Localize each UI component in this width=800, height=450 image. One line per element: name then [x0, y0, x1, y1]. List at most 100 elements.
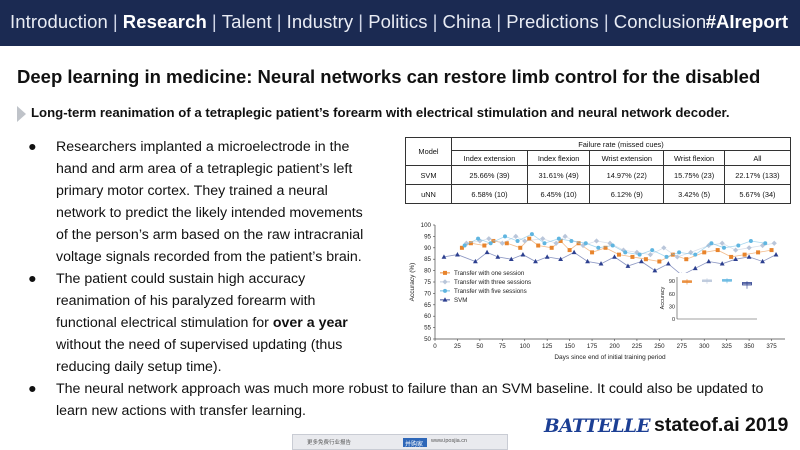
data-point-series-3 — [733, 256, 739, 261]
data-point-series-1 — [522, 238, 528, 244]
data-point-series-3 — [533, 258, 538, 264]
data-point-series-1 — [647, 252, 653, 258]
nav-separator: | — [276, 11, 282, 32]
footer-banner-url[interactable]: www.iposjia.cn — [431, 438, 468, 444]
nav-item-predictions[interactable]: Predictions — [506, 11, 599, 32]
legend-label: Transfer with one session — [454, 270, 525, 277]
data-point-series-0 — [657, 259, 662, 264]
nav-separator: | — [496, 11, 502, 32]
x-tick-label: 50 — [476, 343, 483, 350]
data-point-series-2 — [515, 238, 520, 243]
data-point-series-0 — [590, 250, 595, 255]
data-point-series-0 — [468, 241, 473, 246]
bullet-dot-icon: ● — [28, 271, 37, 287]
legend-marker — [443, 288, 447, 293]
y-tick-label: 50 — [424, 336, 431, 343]
data-point-series-1 — [540, 236, 546, 242]
data-point-series-3 — [495, 254, 501, 259]
table-cell: 6.58% (10) — [451, 184, 528, 204]
data-point-series-3 — [652, 268, 658, 273]
data-point-series-2 — [503, 234, 507, 239]
bullet-dot-icon: ● — [28, 381, 37, 397]
slide-subtitle: Long-term reanimation of a tetraplegic p… — [31, 105, 730, 120]
footer-banner-text: 更多免费行业报告 — [307, 440, 352, 446]
x-tick-label: 150 — [564, 343, 575, 350]
top-navigation: Introduction | Research | Talent | Industry | Po… — [0, 0, 800, 46]
data-point-series-3 — [760, 258, 765, 264]
x-tick-label: 300 — [699, 343, 710, 350]
data-point-series-3 — [544, 254, 550, 259]
table-column-header: All — [723, 150, 792, 166]
data-point-series-1 — [477, 238, 483, 244]
y-tick-label: 60 — [424, 313, 431, 320]
data-point-series-0 — [504, 241, 509, 246]
data-point-series-0 — [684, 257, 689, 262]
data-point-series-2 — [721, 245, 726, 250]
data-point-series-2 — [462, 243, 467, 248]
nav-item-introduction[interactable]: Introduction — [10, 11, 108, 32]
data-point-series-3 — [571, 249, 577, 255]
table-cell: 15.75% (23) — [663, 165, 725, 185]
nav-separator: | — [112, 11, 118, 32]
data-point-series-3 — [719, 261, 725, 266]
y-tick-label: 75 — [424, 279, 431, 286]
section-nav: Introduction | Research | Talent | Industry | Po… — [10, 11, 706, 33]
data-point-series-2 — [736, 243, 741, 248]
legend-label: Transfer with three sessions — [454, 279, 531, 286]
slide-title: Deep learning in medicine: Neural networ… — [17, 66, 761, 87]
table-cell: 22.17% (133) — [723, 165, 792, 185]
series-line-0 — [461, 238, 772, 262]
nav-item-china[interactable]: China — [442, 11, 492, 32]
data-point-series-0 — [459, 245, 464, 250]
bullet-text-part: The patient could sustain high accuracy … — [56, 271, 316, 331]
table-row: uNN 6.58% (10) 6.45% (10) 6.12% (9) 3.42… — [405, 184, 792, 204]
y-tick-label: 65 — [424, 302, 431, 309]
data-point-series-3 — [598, 261, 604, 266]
table-row: SVM 25.66% (39) 31.61% (49) 14.97% (22) … — [405, 165, 792, 185]
inset-y-tick-label: 90 — [669, 279, 675, 285]
x-tick-label: 75 — [499, 343, 506, 350]
inset-y-tick-label: 60 — [669, 292, 675, 298]
data-point-series-0 — [715, 248, 720, 253]
data-point-series-2 — [488, 241, 493, 246]
legend-label: Transfer with five sessions — [454, 288, 527, 295]
data-point-series-2 — [664, 254, 669, 259]
series-line-3 — [443, 251, 777, 276]
bullet-item: ● The neural network approach was much m… — [28, 378, 778, 422]
x-tick-label: 25 — [454, 343, 461, 350]
data-point-series-0 — [491, 238, 496, 243]
table-cell-model: SVM — [405, 165, 452, 185]
data-point-series-3 — [520, 252, 526, 257]
x-tick-label: 100 — [520, 343, 531, 350]
data-point-series-3 — [665, 261, 671, 266]
table-cell: 31.61% (49) — [526, 165, 591, 185]
data-point-series-0 — [549, 245, 554, 250]
inset-y-tick-label: 0 — [672, 317, 675, 323]
table-column-header: Wrist flexion — [663, 150, 725, 166]
data-point-series-0 — [616, 252, 621, 257]
nav-item-conclusion[interactable]: Conclusion — [613, 11, 707, 32]
table-cell: 6.12% (9) — [589, 184, 665, 204]
table-model-header: Model — [405, 137, 452, 166]
nav-item-industry[interactable]: Industry — [286, 11, 354, 32]
footer-banner-badge: 并购家 — [403, 438, 427, 448]
nav-item-talent[interactable]: Talent — [221, 11, 272, 32]
data-point-series-0 — [567, 248, 572, 253]
nav-item-research[interactable]: Research — [122, 11, 207, 32]
nav-item-politics[interactable]: Politics — [368, 11, 428, 32]
legend-marker — [443, 270, 447, 275]
triangle-marker-icon — [17, 106, 26, 122]
footer-banner[interactable]: 更多免费行业报告 并购家 www.iposjia.cn — [292, 434, 508, 450]
table-column-header: Index flexion — [526, 150, 591, 166]
nav-separator: | — [432, 11, 438, 32]
research-figure: Model Failure rate (missed cues) Index e… — [405, 137, 792, 365]
data-point-series-0 — [630, 254, 635, 259]
data-point-series-2 — [476, 236, 481, 241]
data-point-series-3 — [455, 252, 460, 257]
data-point-series-3 — [612, 254, 617, 259]
data-point-series-2 — [556, 236, 561, 241]
data-point-series-3 — [625, 263, 631, 268]
y-tick-label: 90 — [424, 245, 431, 252]
data-point-series-0 — [729, 254, 734, 259]
hashtag: #AIreport — [705, 11, 788, 32]
